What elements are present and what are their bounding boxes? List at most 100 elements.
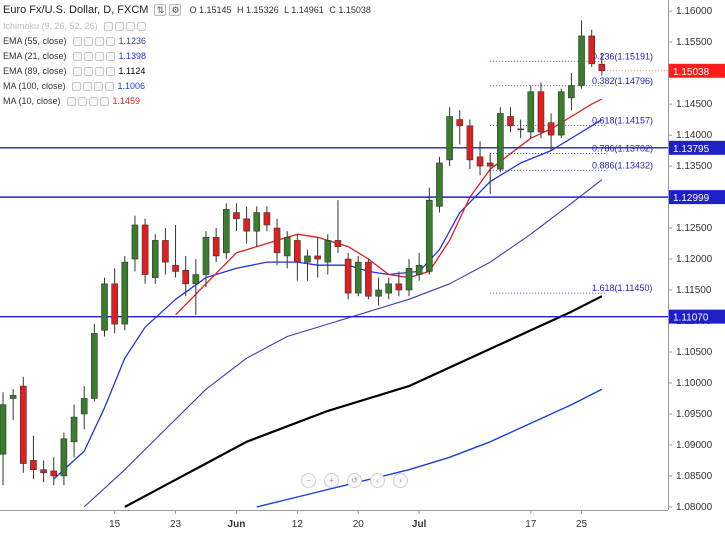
- eye-icon[interactable]: [103, 21, 113, 31]
- more-icon[interactable]: [105, 36, 115, 46]
- candle-down: [547, 122, 555, 136]
- eye-icon[interactable]: [72, 51, 82, 61]
- settings-icon[interactable]: [83, 66, 93, 76]
- candle-down: [344, 258, 352, 294]
- x-tick-label: 15: [109, 519, 121, 530]
- x-tick-label: Jun: [228, 519, 246, 530]
- indicator-row[interactable]: EMA (55, close) 1.1236: [3, 34, 146, 48]
- candle-down: [141, 224, 149, 275]
- y-tick-label: 1.09500: [676, 409, 713, 420]
- close-icon[interactable]: [93, 81, 103, 91]
- indicator-label: Ichimoku (9, 26, 52, 26): [3, 21, 98, 31]
- ema55-line: [83, 179, 603, 508]
- fib-level-label: 0.382(1.14796): [592, 76, 653, 86]
- x-tick-label: Jul: [412, 519, 427, 530]
- candle-up: [517, 128, 524, 131]
- candle-down: [537, 91, 545, 133]
- indicator-controls[interactable]: [72, 51, 115, 61]
- scroll-right-icon[interactable]: ›: [393, 473, 408, 488]
- symbol-title: Euro Fx/U.S. Dollar, D, FXCM: [3, 4, 149, 16]
- indicator-controls[interactable]: [103, 21, 146, 31]
- indicator-label: MA (100, close): [3, 81, 66, 91]
- indicator-controls[interactable]: [72, 36, 115, 46]
- y-tick-label: 1.12500: [676, 223, 713, 234]
- settings-icon[interactable]: ⚙: [169, 4, 182, 16]
- fib-level-label: 1.618(1.11450): [592, 283, 652, 293]
- settings-icon[interactable]: [114, 21, 124, 31]
- candle-down: [365, 261, 372, 297]
- candle-up: [121, 261, 129, 325]
- candle-down: [212, 237, 220, 257]
- candle-down: [314, 255, 321, 260]
- zoom-in-icon[interactable]: +: [324, 473, 339, 488]
- indicator-value: 1.1124: [118, 66, 146, 76]
- indicator-controls[interactable]: [71, 81, 114, 91]
- candle-up: [70, 416, 78, 443]
- x-tick-label: 25: [576, 519, 588, 530]
- reset-icon[interactable]: ↺: [347, 473, 362, 488]
- indicator-row[interactable]: EMA (89, close) 1.1124: [3, 64, 145, 78]
- high-value: H 1.15326: [237, 5, 279, 15]
- candle-up: [425, 199, 433, 272]
- close-value: C 1.15038: [329, 5, 371, 15]
- settings-icon[interactable]: [82, 81, 92, 91]
- candle-up: [568, 85, 575, 99]
- candle-down: [334, 240, 342, 247]
- more-icon[interactable]: [136, 21, 146, 31]
- indicator-controls[interactable]: [72, 66, 115, 76]
- close-icon[interactable]: [94, 36, 104, 46]
- candle-up: [91, 333, 98, 399]
- candle-down: [40, 469, 47, 474]
- indicator-row[interactable]: EMA (21, close) 1.1398: [3, 49, 146, 63]
- candle-up: [253, 212, 261, 232]
- indicator-row[interactable]: MA (10, close) 1.1459: [3, 94, 140, 108]
- indicator-row[interactable]: MA (100, close) 1.1006: [3, 79, 145, 93]
- candle-down: [19, 385, 27, 464]
- more-icon[interactable]: [104, 81, 114, 91]
- candle-up: [497, 113, 504, 170]
- candle-up: [527, 91, 535, 133]
- more-icon[interactable]: [99, 96, 109, 106]
- level-price-tag: [669, 140, 725, 155]
- more-icon[interactable]: [105, 51, 115, 61]
- candle-up: [80, 398, 88, 415]
- ema21-line: [53, 119, 603, 480]
- candle-up: [405, 268, 413, 291]
- candle-up: [101, 283, 108, 331]
- candle-down: [466, 125, 474, 161]
- close-icon[interactable]: [94, 51, 104, 61]
- candle-up: [415, 264, 423, 275]
- last-price-label: 1.15038: [673, 67, 710, 78]
- candle-down: [456, 119, 464, 127]
- y-tick-label: 1.10000: [676, 378, 713, 389]
- candle-up: [385, 283, 393, 294]
- candle-up: [578, 35, 585, 86]
- y-tick-label: 1.13500: [676, 161, 713, 172]
- indicator-controls[interactable]: [66, 96, 109, 106]
- eye-icon[interactable]: [72, 36, 82, 46]
- eye-icon[interactable]: [72, 66, 82, 76]
- settings-icon[interactable]: [83, 51, 93, 61]
- close-icon[interactable]: [88, 96, 98, 106]
- level-price-label: 1.13795: [673, 144, 710, 155]
- compare-icon[interactable]: ⇅: [154, 4, 167, 16]
- y-tick-label: 1.09000: [676, 440, 713, 451]
- close-icon[interactable]: [125, 21, 135, 31]
- scroll-left-icon[interactable]: ‹: [370, 473, 385, 488]
- eye-icon[interactable]: [66, 96, 76, 106]
- settings-icon[interactable]: [83, 36, 93, 46]
- indicator-value: 1.1398: [118, 51, 147, 61]
- candle-down: [182, 269, 189, 285]
- candle-down: [233, 212, 240, 220]
- y-tick-label: 1.14000: [676, 130, 713, 141]
- close-icon[interactable]: [94, 66, 104, 76]
- eye-icon[interactable]: [71, 81, 81, 91]
- candle-up: [375, 289, 382, 297]
- settings-icon[interactable]: [77, 96, 87, 106]
- zoom-out-icon[interactable]: −: [301, 473, 316, 488]
- candle-down: [395, 283, 403, 291]
- more-icon[interactable]: [105, 66, 115, 76]
- indicator-value: 1.1236: [118, 36, 147, 46]
- indicator-row-ichimoku[interactable]: Ichimoku (9, 26, 52, 26): [3, 19, 150, 33]
